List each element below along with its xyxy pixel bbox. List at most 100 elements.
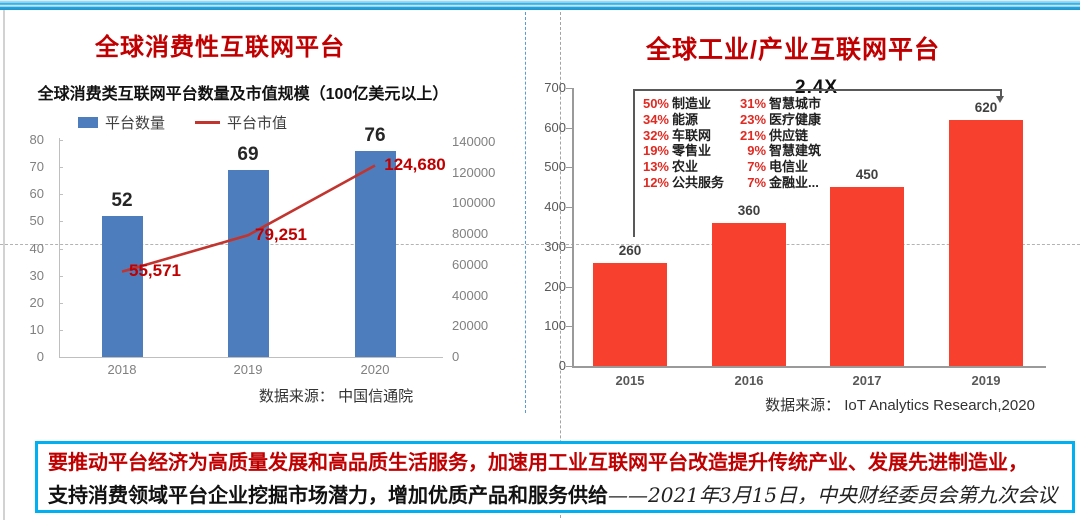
breakdown-item: 13% 农业: [641, 159, 724, 175]
right-y-tick-label: 140000: [452, 134, 496, 149]
right-y-tick-label: 40000: [452, 287, 489, 303]
left-y-tick-label: 40: [29, 240, 44, 256]
left-y-tick-mark: [59, 302, 63, 304]
x-tick-label: 2018: [107, 362, 137, 377]
y-tick-mark: [566, 366, 572, 367]
bar-2019: [949, 119, 1023, 366]
y-tick-label: 700: [544, 80, 566, 95]
left-chart-subtitle: 全球消费类互联网平台数量及市值规模（100亿美元以上）: [37, 86, 449, 103]
quote-line-1: 要推动平台经济为高质量发展和高品质生活服务，加速用工业互联网平台改造提升传统产业…: [48, 452, 1028, 474]
line-point-label: 124,680: [384, 154, 446, 174]
industry-breakdown-list: 50% 制造业 34% 能源 32% 车联网 19% 零售业 13% 农业 12% 公共服务 31% 智慧…: [641, 96, 821, 191]
bar-value-label: 620: [974, 99, 998, 115]
breakdown-industry: 零售业: [672, 143, 712, 159]
breakdown-col2: 31% 智慧城市 23% 医疗健康 21% 供应链 9% 智慧建筑 7% 电信业 7% 金融业...: [738, 96, 821, 191]
breakdown-percent: 19%: [642, 143, 669, 159]
y-tick-mark: [566, 167, 572, 169]
breakdown-percent: 32%: [642, 127, 669, 143]
bar-value-label: 69: [237, 143, 259, 165]
x-tick-label: 2019: [971, 373, 1001, 388]
y-tick-mark: [566, 286, 572, 288]
left-y-tick-mark: [59, 329, 63, 331]
quote-line-2-text: 支持消费领域平台企业挖掘市场潜力，增加优质产品和服务供给: [48, 485, 608, 507]
top-border-strip: [0, 0, 1080, 10]
breakdown-industry: 公共服务: [672, 174, 725, 190]
y-tick-label: 100: [544, 318, 566, 334]
right-x-axis-line: [572, 366, 1046, 368]
bracket-horizontal-line: [633, 89, 1000, 91]
right-y-tick-label: 100000: [452, 195, 496, 211]
x-tick-label: 2016: [734, 373, 764, 388]
y-tick-mark: [566, 207, 572, 209]
quote-attribution: ——2021年3月15日，中央财经委员会第九次会议: [608, 483, 1058, 507]
breakdown-percent: 31%: [739, 96, 767, 111]
left-y-tick-mark: [59, 275, 63, 277]
right-y-tick-label: 20000: [452, 318, 489, 334]
breakdown-industry: 电信业: [769, 159, 809, 175]
y-tick-label: 400: [544, 199, 566, 215]
y-tick-label: 300: [544, 238, 566, 254]
breakdown-item: 34% 能源: [641, 112, 724, 128]
breakdown-item: 9% 智慧建筑: [738, 143, 821, 159]
breakdown-item: 50% 制造业: [641, 96, 724, 112]
vertical-blue-dashed-guide: [525, 12, 526, 413]
breakdown-industry: 供应链: [769, 127, 809, 143]
left-y-tick-label: 0: [36, 349, 44, 364]
y-tick-mark: [566, 88, 572, 89]
breakdown-percent: 23%: [739, 111, 767, 127]
y-tick-label: 500: [544, 159, 566, 175]
breakdown-item: 7% 电信业: [738, 159, 821, 175]
x-tick-label: 2019: [233, 362, 263, 377]
line-point-label: 55,571: [129, 260, 181, 280]
breakdown-item: 32% 车联网: [641, 128, 724, 144]
right-y-tick-label: 0: [452, 349, 460, 364]
breakdown-item: 19% 零售业: [641, 143, 724, 159]
breakdown-industry: 制造业: [672, 96, 712, 111]
left-chart-title: 全球消费性互联网平台: [95, 34, 345, 61]
y-tick-mark: [566, 326, 572, 328]
horizontal-dashed-guide: [0, 244, 1080, 245]
left-y-tick-label: 30: [29, 267, 44, 283]
breakdown-industry: 能源: [672, 111, 699, 127]
legend-line-swatch: [195, 121, 221, 124]
legend-bar-swatch: [78, 117, 98, 128]
left-chart-source: 数据来源： 中国信通院: [258, 388, 414, 405]
left-y-tick-mark: [59, 140, 63, 141]
quote-box: 要推动平台经济为高质量发展和高品质生活服务，加速用工业互联网平台改造提升传统产业…: [35, 441, 1075, 513]
legend-bar-label: 平台数量: [105, 115, 166, 132]
legend-line-label: 平台市值: [227, 115, 288, 132]
breakdown-item: 31% 智慧城市: [738, 96, 821, 112]
line-point-label: 79,251: [255, 225, 307, 245]
breakdown-item: 12% 公共服务: [641, 175, 724, 191]
bar-value-label: 360: [737, 203, 761, 219]
left-y-tick-label: 60: [29, 186, 44, 202]
breakdown-industry: 智慧城市: [769, 96, 822, 111]
left-y-tick-mark: [59, 357, 63, 358]
breakdown-industry: 智慧建筑: [769, 143, 822, 159]
breakdown-industry: 车联网: [672, 127, 712, 143]
breakdown-industry: 农业: [672, 159, 699, 175]
y-tick-mark: [566, 127, 572, 129]
left-y-tick-label: 80: [29, 132, 44, 147]
left-y-tick-mark: [59, 194, 63, 196]
left-y-tick-label: 70: [29, 159, 44, 175]
breakdown-item: 7% 金融业...: [738, 175, 821, 191]
breakdown-percent: 34%: [642, 111, 669, 127]
breakdown-industry: 金融业...: [769, 174, 819, 190]
right-y-tick-label: 80000: [452, 226, 489, 242]
bracket-arrowhead: [996, 96, 1004, 103]
bracket-vertical-line: [633, 89, 635, 237]
x-tick-label: 2017: [852, 373, 882, 388]
right-chart-title: 全球工业/产业互联网平台: [646, 36, 940, 64]
left-y-tick-label: 20: [29, 294, 44, 310]
breakdown-industry: 医疗健康: [769, 111, 822, 127]
breakdown-item: 21% 供应链: [738, 128, 821, 144]
breakdown-item: 23% 医疗健康: [738, 112, 821, 128]
breakdown-percent: 9%: [747, 143, 767, 159]
multiplier-label: 2.4X: [786, 77, 848, 99]
breakdown-percent: 12%: [642, 174, 669, 190]
breakdown-percent: 50%: [642, 96, 669, 111]
breakdown-percent: 21%: [739, 127, 767, 143]
breakdown-col1: 50% 制造业 34% 能源 32% 车联网 19% 零售业 13% 农业 12% 公共服务: [641, 96, 724, 191]
